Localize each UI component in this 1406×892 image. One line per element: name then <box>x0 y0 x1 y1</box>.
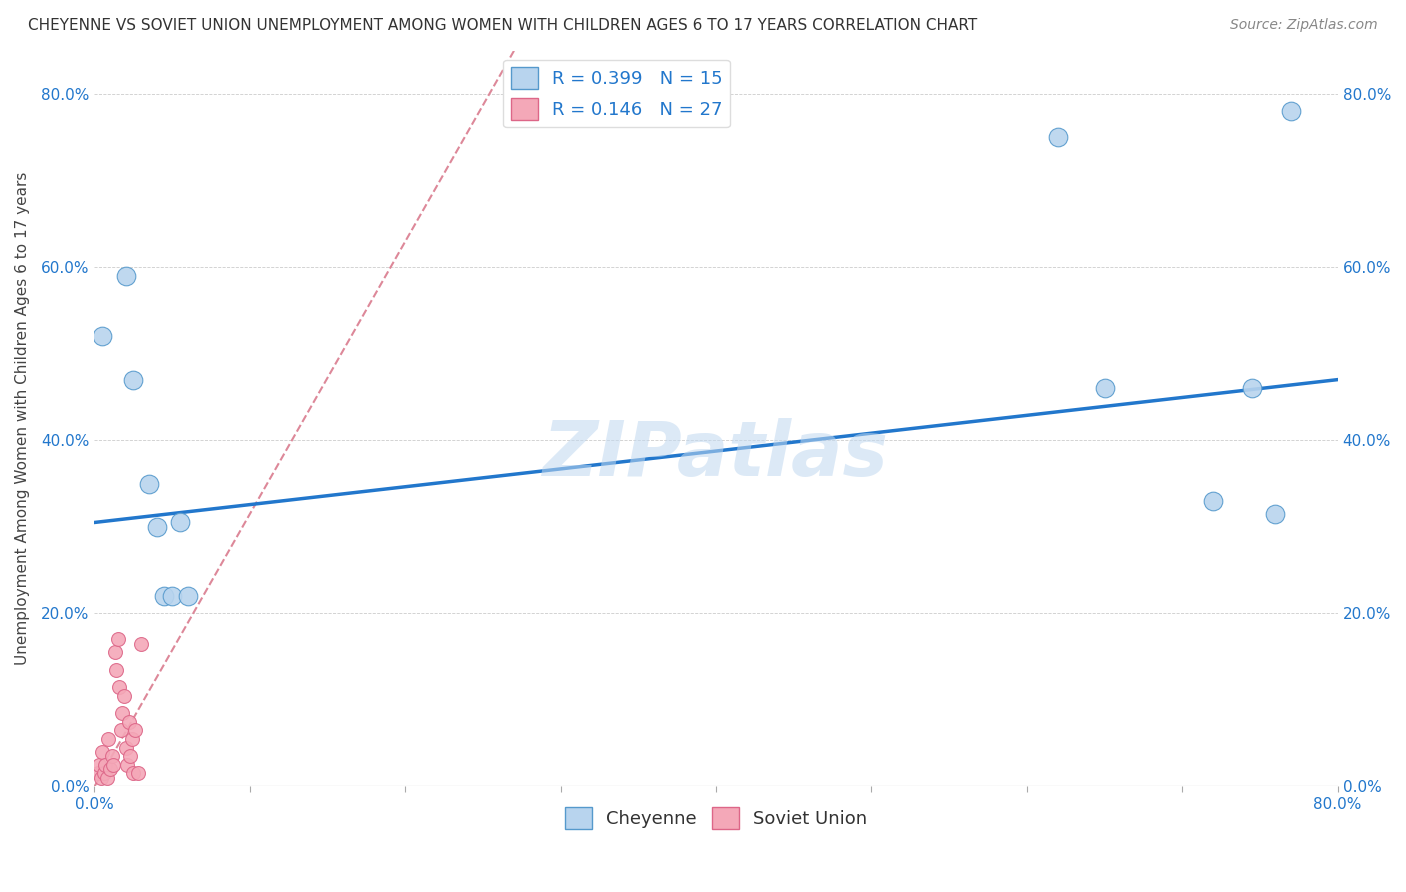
Point <box>124 723 146 738</box>
Point <box>122 766 145 780</box>
Point <box>129 637 152 651</box>
Point <box>91 745 114 759</box>
Point <box>111 706 134 720</box>
Point <box>120 749 142 764</box>
Point <box>1241 381 1264 395</box>
Point <box>97 731 120 746</box>
Point <box>145 520 167 534</box>
Point <box>1202 493 1225 508</box>
Point <box>153 589 176 603</box>
Point <box>108 680 131 694</box>
Text: CHEYENNE VS SOVIET UNION UNEMPLOYMENT AMONG WOMEN WITH CHILDREN AGES 6 TO 17 YEA: CHEYENNE VS SOVIET UNION UNEMPLOYMENT AM… <box>28 18 977 33</box>
Point <box>1264 507 1286 521</box>
Point <box>105 663 128 677</box>
Point <box>104 645 127 659</box>
Point <box>1094 381 1116 395</box>
Point <box>91 329 114 343</box>
Point <box>1279 104 1302 119</box>
Point <box>86 766 108 780</box>
Point <box>114 740 136 755</box>
Point <box>121 731 143 746</box>
Point <box>114 268 136 283</box>
Point <box>138 476 160 491</box>
Point <box>122 373 145 387</box>
Point <box>110 723 132 738</box>
Point <box>177 589 200 603</box>
Point <box>98 762 121 776</box>
Point <box>107 632 129 647</box>
Point <box>115 757 138 772</box>
Point <box>112 689 135 703</box>
Legend: Cheyenne, Soviet Union: Cheyenne, Soviet Union <box>558 800 875 837</box>
Point <box>94 757 117 772</box>
Point <box>101 757 124 772</box>
Point <box>96 771 118 785</box>
Point <box>1046 130 1069 145</box>
Point <box>93 766 115 780</box>
Text: Source: ZipAtlas.com: Source: ZipAtlas.com <box>1230 18 1378 32</box>
Point <box>169 516 191 530</box>
Point <box>100 749 122 764</box>
Text: ZIPatlas: ZIPatlas <box>543 418 889 492</box>
Point <box>90 771 112 785</box>
Point <box>160 589 183 603</box>
Point <box>89 757 111 772</box>
Point <box>127 766 149 780</box>
Point <box>118 714 141 729</box>
Y-axis label: Unemployment Among Women with Children Ages 6 to 17 years: Unemployment Among Women with Children A… <box>15 172 30 665</box>
